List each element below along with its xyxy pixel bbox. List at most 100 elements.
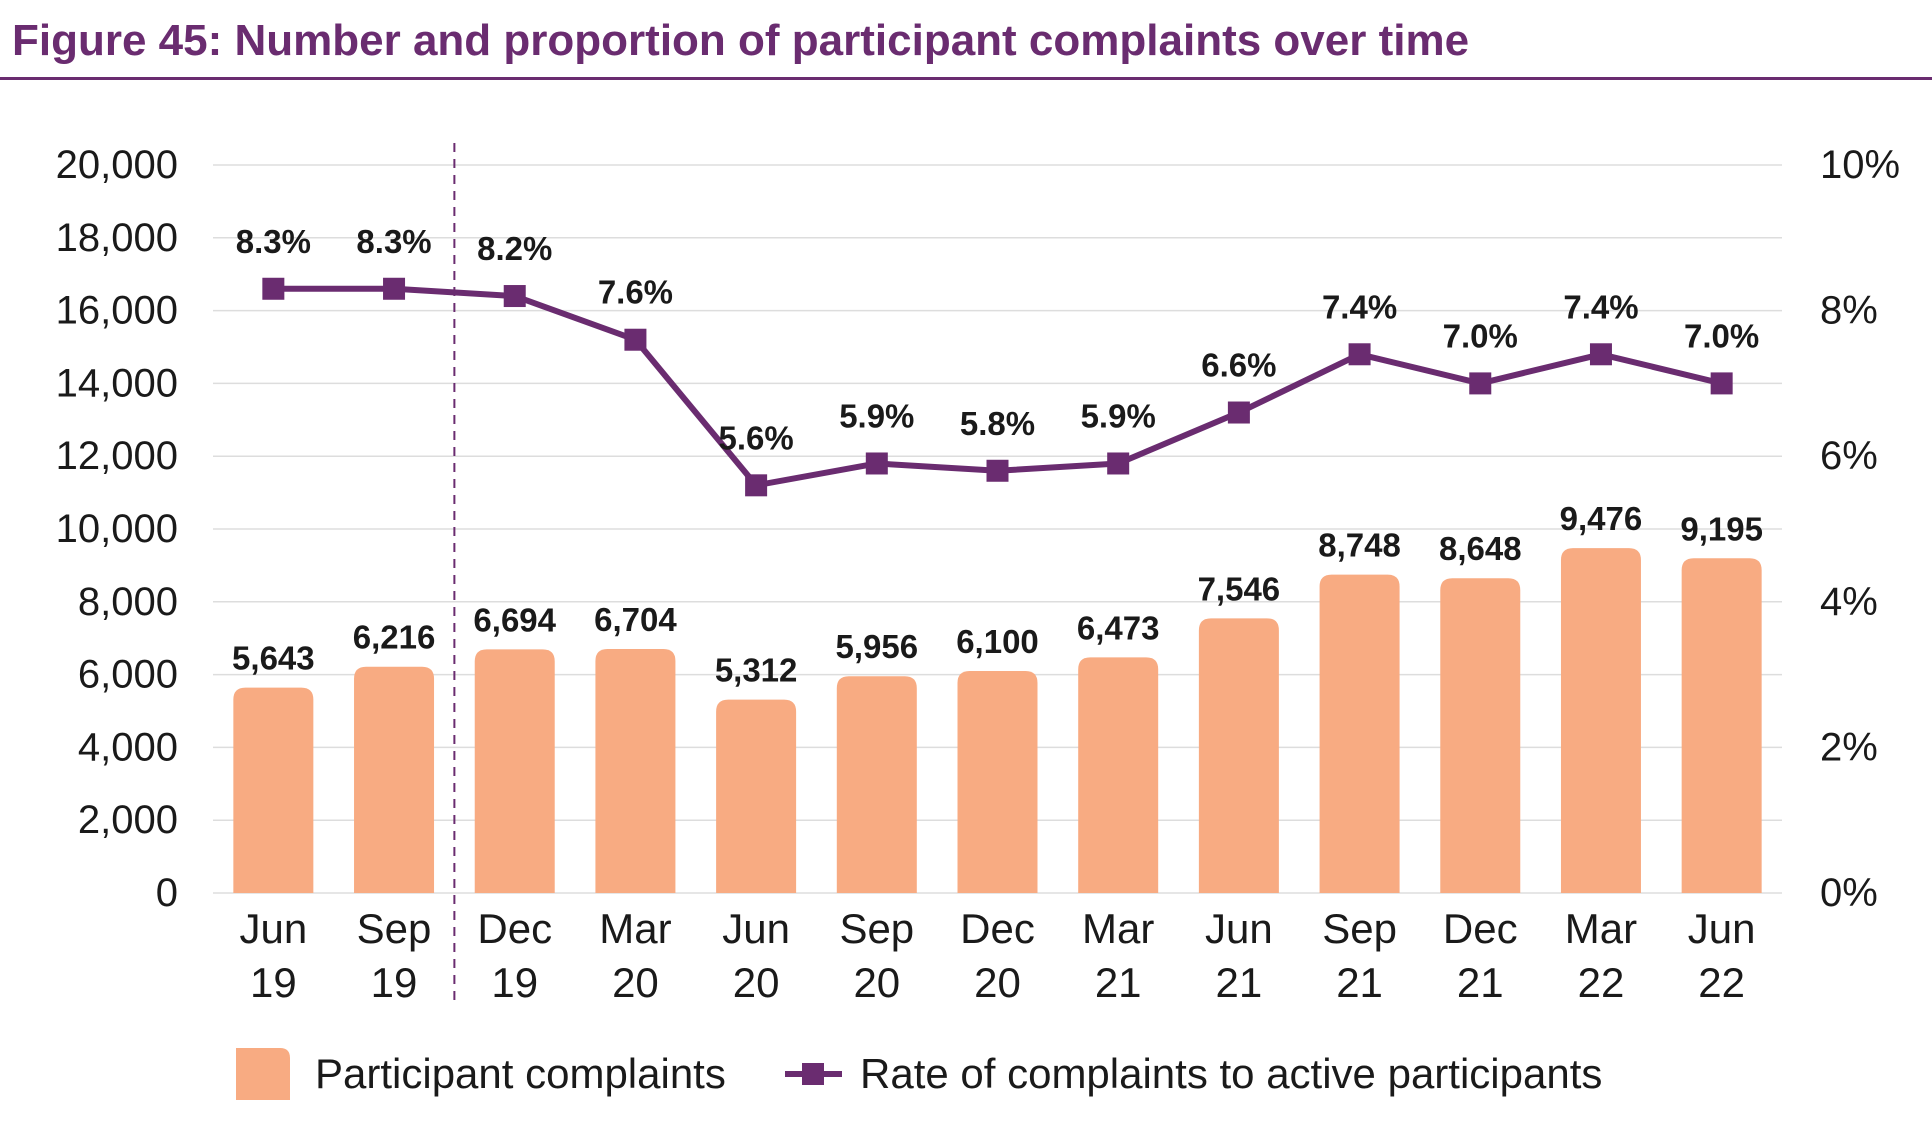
line-value-label: 6.6% [1201, 347, 1276, 384]
y-right-ticks: 0% 2% 4% 6% 8% 10% [1820, 143, 1900, 915]
bar-value-label: 6,694 [473, 601, 556, 638]
x-tick-label: Jun [1205, 905, 1273, 952]
title-rule [0, 77, 1932, 80]
bar [1198, 618, 1279, 893]
y-left-tick-label: 4,000 [78, 725, 178, 769]
line-value-label: 7.0% [1443, 317, 1518, 354]
x-axis-ticks: Jun 19 Sep 19 Dec 19 Mar 20 Jun 20 Sep 20 Dec 20 Mar 21… [239, 905, 1755, 1006]
y-right-tick-label: 6% [1820, 434, 1878, 478]
bar [716, 699, 797, 893]
bar-value-label: 6,473 [1077, 609, 1160, 646]
bar-value-label: 8,648 [1439, 530, 1522, 567]
line-marker [1227, 401, 1250, 424]
bar-value-label: 7,546 [1198, 570, 1281, 607]
line-value-label: 7.6% [598, 274, 673, 311]
bar [957, 670, 1038, 893]
bar-value-label: 6,704 [594, 601, 677, 638]
bar-value-label: 5,956 [836, 628, 919, 665]
bar [836, 676, 917, 893]
line-marker [1348, 343, 1371, 366]
y-right-tick-label: 2% [1820, 725, 1878, 769]
x-tick-label: Mar [1082, 905, 1154, 952]
legend-label: Rate of complaints to active participant… [860, 1050, 1602, 1097]
bar-series [233, 548, 1762, 893]
legend-swatch-bar [236, 1048, 290, 1100]
x-tick-label: 20 [974, 959, 1021, 1006]
x-tick-label: Jun [722, 905, 790, 952]
line-marker [1589, 343, 1612, 366]
legend-swatch-marker [802, 1063, 824, 1085]
y-left-tick-label: 14,000 [56, 361, 178, 405]
line-value-label: 5.8% [960, 405, 1035, 442]
bar [595, 648, 676, 893]
x-tick-label: 20 [733, 959, 780, 1006]
data-labels: 5,643 6,216 6,694 6,704 5,312 5,956 6,100 6,473… [232, 223, 1763, 689]
y-left-tick-label: 0 [156, 871, 178, 915]
x-tick-label: Sep [357, 905, 432, 952]
line-value-label: 5.9% [1081, 397, 1156, 434]
x-tick-label: Dec [960, 905, 1035, 952]
bar [1560, 548, 1641, 893]
x-tick-label: 19 [371, 959, 418, 1006]
y-left-tick-label: 18,000 [56, 216, 178, 260]
line-value-label: 8.3% [236, 223, 311, 260]
x-tick-label: 21 [1336, 959, 1383, 1006]
line-value-label: 5.9% [839, 397, 914, 434]
gridlines [213, 164, 1782, 894]
figure-title: Figure 45: Number and proportion of part… [12, 16, 1470, 65]
y-left-tick-label: 10,000 [56, 507, 178, 551]
y-left-ticks: 0 2,000 4,000 6,000 8,000 10,000 12,000 14,000 1… [56, 143, 178, 915]
y-right-tick-label: 10% [1820, 143, 1900, 187]
bar-value-label: 9,476 [1560, 500, 1643, 537]
y-left-tick-label: 12,000 [56, 434, 178, 478]
legend-label: Participant complaints [315, 1050, 726, 1097]
line-marker [1710, 372, 1733, 395]
line-marker [745, 474, 768, 497]
line-value-label: 8.2% [477, 230, 552, 267]
line-marker [986, 459, 1009, 482]
x-tick-label: Sep [1322, 905, 1397, 952]
bar-value-label: 9,195 [1680, 510, 1763, 547]
x-tick-label: 22 [1578, 959, 1625, 1006]
y-left-tick-label: 16,000 [56, 289, 178, 333]
line-series [262, 277, 1733, 497]
x-tick-label: Sep [839, 905, 914, 952]
x-tick-label: Mar [599, 905, 671, 952]
y-right-tick-label: 8% [1820, 289, 1878, 333]
bar-value-label: 8,748 [1318, 527, 1401, 564]
line-marker [383, 277, 406, 300]
bar-value-label: 5,312 [715, 652, 798, 689]
line-marker [624, 328, 647, 351]
bar [474, 649, 555, 893]
x-tick-label: Jun [1688, 905, 1756, 952]
line-marker [1107, 452, 1130, 475]
line-marker [262, 277, 285, 300]
x-tick-label: 21 [1457, 959, 1504, 1006]
bar-value-label: 6,100 [956, 623, 1039, 660]
line-marker [1469, 372, 1492, 395]
x-tick-label: 20 [853, 959, 900, 1006]
line-value-label: 5.6% [719, 419, 794, 456]
bar [233, 687, 314, 893]
line-value-label: 7.4% [1322, 288, 1397, 325]
bar [1319, 574, 1400, 893]
y-left-tick-label: 6,000 [78, 653, 178, 697]
x-tick-label: 22 [1698, 959, 1745, 1006]
y-right-tick-label: 4% [1820, 580, 1878, 624]
x-tick-label: 20 [612, 959, 659, 1006]
x-tick-label: Dec [1443, 905, 1518, 952]
y-right-tick-label: 0% [1820, 871, 1878, 915]
bar-value-label: 5,643 [232, 640, 315, 677]
bar [1440, 578, 1521, 893]
legend: Participant complaints Rate of complaints… [236, 1048, 1602, 1100]
x-tick-label: 19 [250, 959, 297, 1006]
x-tick-label: 21 [1095, 959, 1142, 1006]
y-left-tick-label: 2,000 [78, 798, 178, 842]
bar [354, 666, 435, 893]
bar [1681, 558, 1762, 893]
x-tick-label: Mar [1565, 905, 1637, 952]
x-tick-label: Jun [239, 905, 307, 952]
line-value-label: 7.0% [1684, 317, 1759, 354]
bar-value-label: 6,216 [353, 619, 436, 656]
